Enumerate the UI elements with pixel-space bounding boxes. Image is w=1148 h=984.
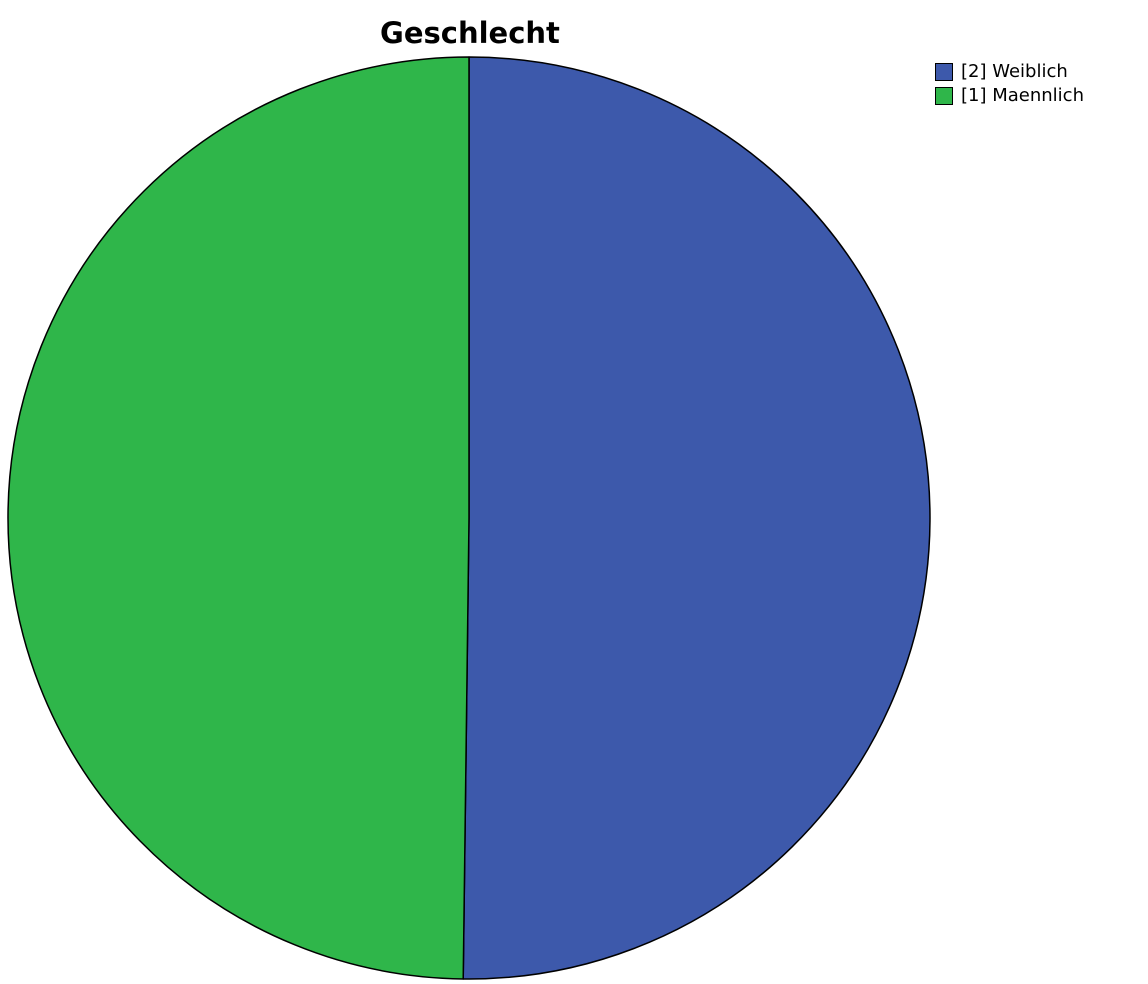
legend-item-maennlich: [1] Maennlich (935, 84, 1084, 108)
pie-slices (7, 56, 931, 980)
legend-swatch-maennlich (935, 87, 953, 105)
legend-label-maennlich: [1] Maennlich (961, 85, 1084, 106)
pie-slice-weiblich (462, 56, 931, 980)
chart-title: Geschlecht (380, 16, 560, 50)
legend-label-weiblich: [2] Weiblich (961, 61, 1068, 82)
legend: [2] Weiblich [1] Maennlich (935, 60, 1084, 108)
pie-slice-maennlich (7, 56, 470, 980)
legend-item-weiblich: [2] Weiblich (935, 60, 1084, 84)
legend-swatch-weiblich (935, 63, 953, 81)
